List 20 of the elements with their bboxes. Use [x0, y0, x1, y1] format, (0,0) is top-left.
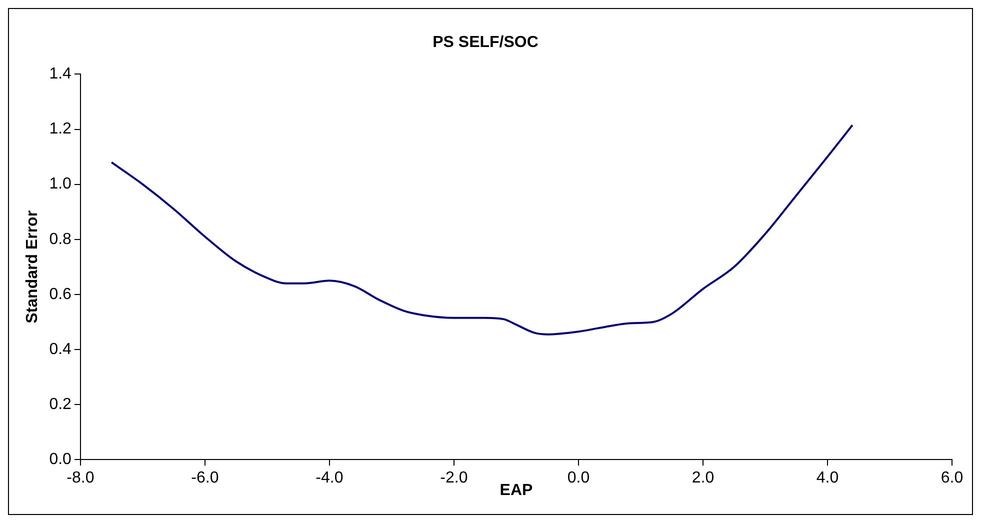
x-tick-label: -2.0 — [440, 470, 468, 487]
y-tick-label: 1.0 — [49, 176, 72, 193]
x-tick-label: 6.0 — [940, 470, 964, 487]
x-tick-label: 0.0 — [567, 470, 590, 487]
chart-title: PS SELF/SOC — [432, 34, 539, 52]
x-tick-label: 2.0 — [692, 470, 714, 487]
y-tick-label: 0.8 — [49, 230, 72, 248]
x-tick-label: 4.0 — [816, 470, 839, 487]
line-series — [110, 124, 854, 336]
y-tick-label: 0.2 — [49, 396, 72, 413]
y-tick-label: 0.4 — [49, 340, 72, 358]
x-tick-label: -8.0 — [66, 470, 94, 487]
x-tick-label: -4.0 — [316, 470, 344, 487]
y-tick-label: 0.0 — [49, 451, 72, 468]
y-tick-label: 1.2 — [49, 120, 72, 138]
y-tick-label: 0.6 — [49, 286, 72, 303]
x-tick-label: -6.0 — [191, 470, 219, 487]
y-tick-label: 1.4 — [49, 66, 72, 83]
y-axis-title: Standard Error — [24, 210, 42, 324]
x-axis-title: EAP — [500, 482, 533, 499]
